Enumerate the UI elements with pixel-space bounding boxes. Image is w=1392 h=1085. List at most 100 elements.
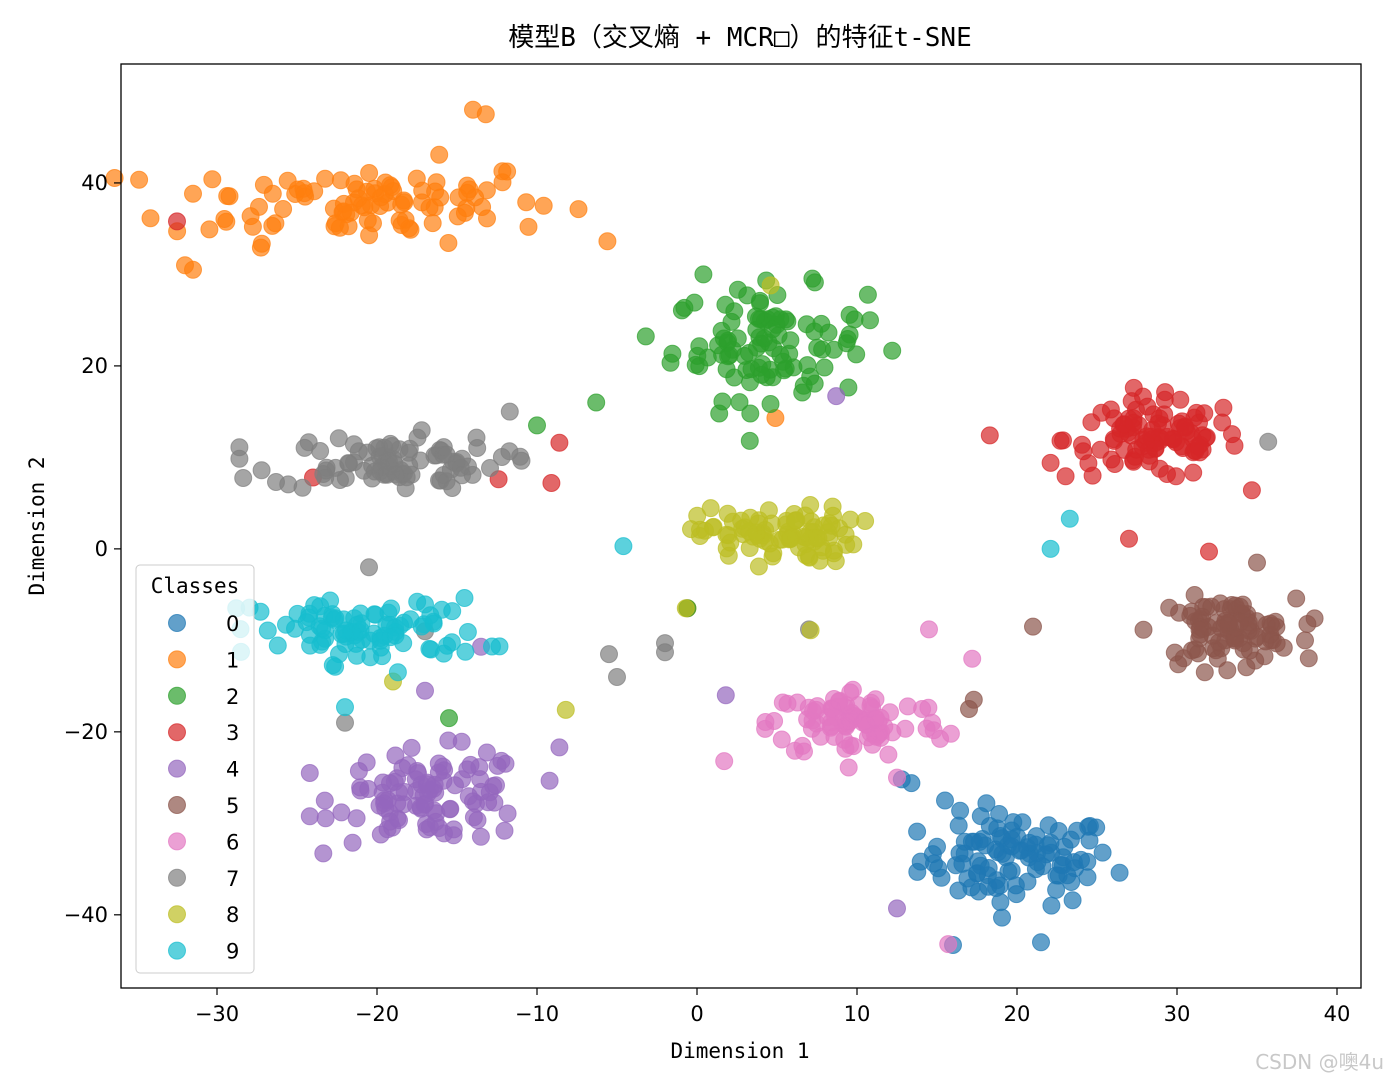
data-point: [400, 219, 419, 238]
data-point: [1002, 830, 1021, 849]
data-point: [1033, 857, 1052, 876]
legend-item-4: 4: [168, 758, 239, 782]
data-point: [393, 759, 412, 777]
data-point: [752, 365, 771, 384]
watermark: CSDN @噢4u: [1255, 1050, 1384, 1074]
data-point: [366, 605, 385, 624]
legend-marker: [168, 759, 186, 778]
data-point: [534, 196, 553, 215]
x-tick-label: 0: [690, 1002, 703, 1026]
data-point: [656, 643, 674, 662]
data-point: [805, 322, 824, 341]
legend-item-5: 5: [168, 794, 239, 818]
data-point: [442, 633, 461, 652]
data-point: [519, 217, 538, 236]
data-point: [1007, 885, 1026, 904]
data-point: [250, 197, 268, 216]
data-point: [1172, 437, 1191, 456]
data-point: [517, 193, 536, 212]
data-point: [395, 613, 413, 632]
data-point: [550, 738, 569, 757]
data-point: [420, 639, 439, 658]
data-point: [746, 307, 765, 326]
legend-label: 2: [226, 685, 239, 709]
data-point: [1203, 626, 1222, 645]
data-point: [293, 478, 312, 497]
data-point: [1104, 430, 1123, 449]
data-point: [347, 809, 366, 828]
legend-title: Classes: [151, 574, 240, 598]
legend: Classes 0 1 2 3 4 5 6 7 8 9: [135, 564, 255, 974]
data-point: [314, 844, 333, 863]
data-point: [421, 606, 440, 625]
data-point: [498, 804, 517, 823]
data-point: [822, 516, 841, 535]
data-point: [1054, 848, 1073, 867]
data-point: [347, 646, 366, 665]
legend-label: 9: [226, 940, 239, 964]
data-point: [676, 599, 695, 618]
data-point: [411, 798, 430, 817]
data-point: [443, 602, 462, 621]
data-point: [461, 755, 480, 774]
data-point: [845, 310, 864, 329]
data-point: [858, 285, 877, 304]
data-point: [825, 727, 844, 746]
data-point: [234, 469, 253, 487]
y-tick-label: −20: [64, 720, 108, 744]
data-point: [962, 832, 981, 851]
y-tick-label: 40: [81, 171, 108, 195]
data-point: [716, 295, 735, 314]
legend-box: [135, 564, 255, 974]
data-point: [867, 727, 886, 746]
data-point: [360, 558, 378, 577]
data-point: [614, 537, 633, 556]
data-point: [381, 176, 400, 195]
data-point: [130, 170, 149, 189]
data-point: [311, 442, 330, 460]
legend-marker: [168, 868, 186, 887]
data-point: [459, 787, 478, 806]
data-point: [761, 276, 780, 295]
data-point: [434, 466, 453, 484]
data-point: [936, 791, 954, 810]
data-point: [390, 811, 408, 830]
data-point: [993, 908, 1011, 927]
data-point: [330, 218, 349, 237]
data-point: [263, 184, 282, 203]
data-point: [394, 795, 413, 814]
data-point: [720, 346, 739, 365]
data-point: [1042, 896, 1061, 915]
legend-item-1: 1: [168, 648, 239, 672]
data-point: [359, 780, 378, 798]
data-point: [737, 361, 756, 379]
data-point: [1195, 404, 1214, 423]
data-point: [1213, 413, 1232, 432]
data-point: [406, 770, 425, 789]
data-point: [827, 387, 846, 406]
data-point: [1296, 631, 1314, 650]
data-point: [268, 636, 287, 655]
data-point: [760, 534, 779, 553]
data-point: [1002, 861, 1021, 880]
legend-label: 5: [226, 794, 239, 818]
legend-label: 4: [226, 758, 239, 782]
data-point: [1242, 481, 1261, 500]
data-point: [761, 395, 780, 413]
data-point: [556, 700, 575, 719]
data-point: [203, 170, 222, 189]
data-point: [336, 713, 354, 732]
data-point: [1267, 618, 1286, 636]
data-point: [807, 700, 826, 719]
legend-marker: [168, 650, 186, 669]
data-point: [456, 642, 475, 661]
data-point: [352, 614, 371, 633]
plot-frame: [120, 63, 1362, 989]
data-point: [1233, 595, 1252, 614]
series-4: [300, 387, 906, 918]
data-point: [805, 374, 824, 393]
data-point: [694, 265, 713, 284]
data-point: [598, 232, 617, 251]
data-point: [440, 800, 459, 819]
